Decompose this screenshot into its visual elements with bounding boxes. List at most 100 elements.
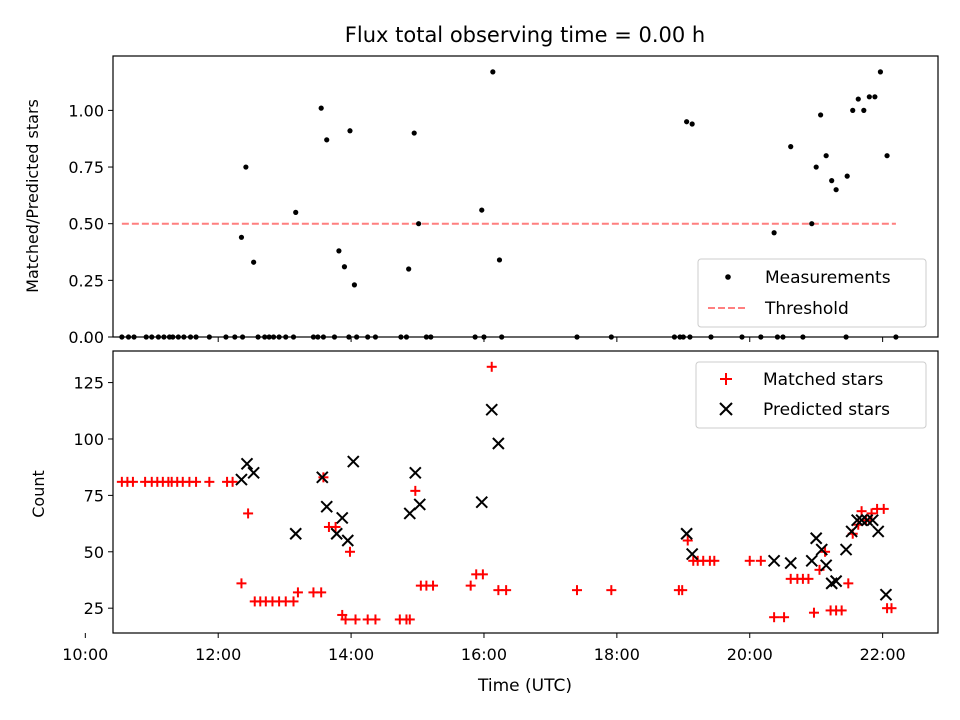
- measurement-point: [823, 153, 829, 159]
- legend-matched-marker: [720, 373, 732, 385]
- measurement-point: [238, 234, 245, 240]
- predicted-star-point: [845, 525, 858, 538]
- matched-star-point: [486, 361, 497, 372]
- bottom-x-tick-label: 10:00: [62, 645, 108, 664]
- predicted-star-point: [767, 554, 781, 568]
- legend-threshold-label: Threshold: [764, 299, 849, 319]
- measurement-point: [406, 266, 412, 272]
- matched-star-point: [330, 521, 341, 532]
- bottom-x-tick-label: 22:00: [860, 645, 906, 664]
- bottom-y-tick-label: 125: [73, 374, 104, 393]
- matched-star-point: [779, 612, 790, 623]
- top-y-tick-label: 0.50: [68, 215, 104, 234]
- measurement-point: [496, 257, 503, 263]
- matched-star-point: [370, 614, 381, 625]
- measurement-point: [829, 178, 835, 184]
- measurement-point: [877, 69, 884, 75]
- matched-star-point: [606, 585, 617, 596]
- matched-star-point: [465, 580, 476, 591]
- measurement-point: [341, 264, 348, 270]
- predicted-star-point: [289, 527, 302, 540]
- bottom-axes-frame: [112, 350, 939, 634]
- measurement-point: [689, 121, 695, 127]
- matched-star-point: [501, 585, 512, 596]
- top-x-axis: [84, 337, 884, 342]
- measurement-point: [809, 221, 815, 227]
- top-y-tick-label: 0.00: [68, 328, 104, 347]
- matched-star-point: [744, 555, 755, 566]
- predicted-star-point: [839, 543, 853, 556]
- bottom-legend: Matched stars Predicted stars: [695, 361, 927, 429]
- predicted-star-point: [860, 513, 874, 527]
- top-axes-frame: [112, 55, 939, 338]
- bottom-x-tick-label: 16:00: [461, 645, 507, 664]
- measurement-point: [861, 107, 867, 113]
- predicted-star-point: [330, 527, 343, 540]
- measurement-point: [855, 96, 861, 102]
- bottom-x-tick-label: 18:00: [594, 645, 640, 664]
- bottom-y-tick-label: 50: [84, 543, 104, 562]
- matched-star-point: [410, 485, 421, 496]
- matched-star-point: [340, 614, 351, 625]
- predicted-star-point: [403, 507, 416, 520]
- legend-matched-label: Matched stars: [763, 370, 883, 390]
- measurement-point: [351, 282, 358, 288]
- matched-star-point: [292, 587, 303, 598]
- matched-star-point: [843, 578, 854, 589]
- predicted-star-point: [240, 457, 254, 471]
- matched-star-point: [191, 476, 202, 487]
- measurement-point: [416, 221, 422, 227]
- predicted-star-point: [680, 527, 693, 540]
- bottom-plot-area: [116, 361, 897, 625]
- bottom-legend-box: [695, 361, 927, 429]
- measurement-point: [347, 128, 353, 134]
- matched-star-point: [288, 596, 299, 607]
- bottom-panel: 25 50 75 100 125 10:00 12:00 14:00 16:00 18:00 20…: [29, 350, 939, 696]
- matched-star-point: [477, 569, 488, 580]
- measurement-point: [293, 209, 299, 215]
- measurement-point: [818, 112, 824, 118]
- predicted-star-point: [784, 556, 797, 570]
- matched-star-point: [243, 508, 254, 519]
- predicted-star-point: [492, 437, 505, 450]
- predicted-star-point: [235, 473, 248, 486]
- bottom-y-axis: 25 50 75 100 125: [73, 374, 113, 618]
- matched-star-point: [808, 607, 819, 618]
- matched-star-point: [236, 578, 247, 589]
- bottom-y-tick-label: 75: [84, 486, 104, 505]
- matched-star-point: [769, 612, 780, 623]
- bottom-y-tick-label: 100: [73, 430, 104, 449]
- x-axis-label: Time (UTC): [477, 676, 572, 696]
- predicted-star-point: [879, 588, 893, 601]
- predicted-star-point: [409, 466, 422, 480]
- matched-star-point: [227, 476, 238, 487]
- top-y-axis: 0.00 0.25 0.50 0.75 1.00: [68, 101, 113, 347]
- matched-star-point: [709, 555, 720, 566]
- measurement-point: [850, 107, 856, 113]
- predicted-star-point: [341, 534, 354, 547]
- measurement-point: [336, 248, 342, 254]
- bottom-y-axis-label: Count: [29, 470, 48, 518]
- predicted-star-point: [815, 543, 828, 556]
- predicted-star-point: [316, 471, 329, 484]
- top-legend-box: [697, 258, 927, 328]
- bottom-x-tick-label: 12:00: [195, 645, 241, 664]
- measurement-point: [490, 69, 496, 75]
- predicted-star-point: [685, 547, 699, 561]
- measurement-point: [251, 259, 257, 265]
- predicted-star-point: [336, 511, 349, 525]
- matched-star-point: [886, 603, 897, 614]
- matched-star-point: [127, 476, 138, 487]
- predicted-star-point: [805, 554, 818, 568]
- predicted-star-point: [809, 532, 823, 545]
- measurement-point: [844, 173, 850, 179]
- predicted-star-point: [855, 513, 868, 527]
- measurement-point: [866, 94, 872, 100]
- top-y-tick-label: 0.25: [68, 271, 104, 290]
- legend-predicted-label: Predicted stars: [763, 400, 890, 420]
- top-panel: Flux total observing time = 0.00 h 0.000…: [23, 23, 939, 347]
- predicted-star-point: [347, 455, 360, 468]
- predicted-star-point: [247, 466, 260, 480]
- predicted-star-point: [866, 513, 879, 527]
